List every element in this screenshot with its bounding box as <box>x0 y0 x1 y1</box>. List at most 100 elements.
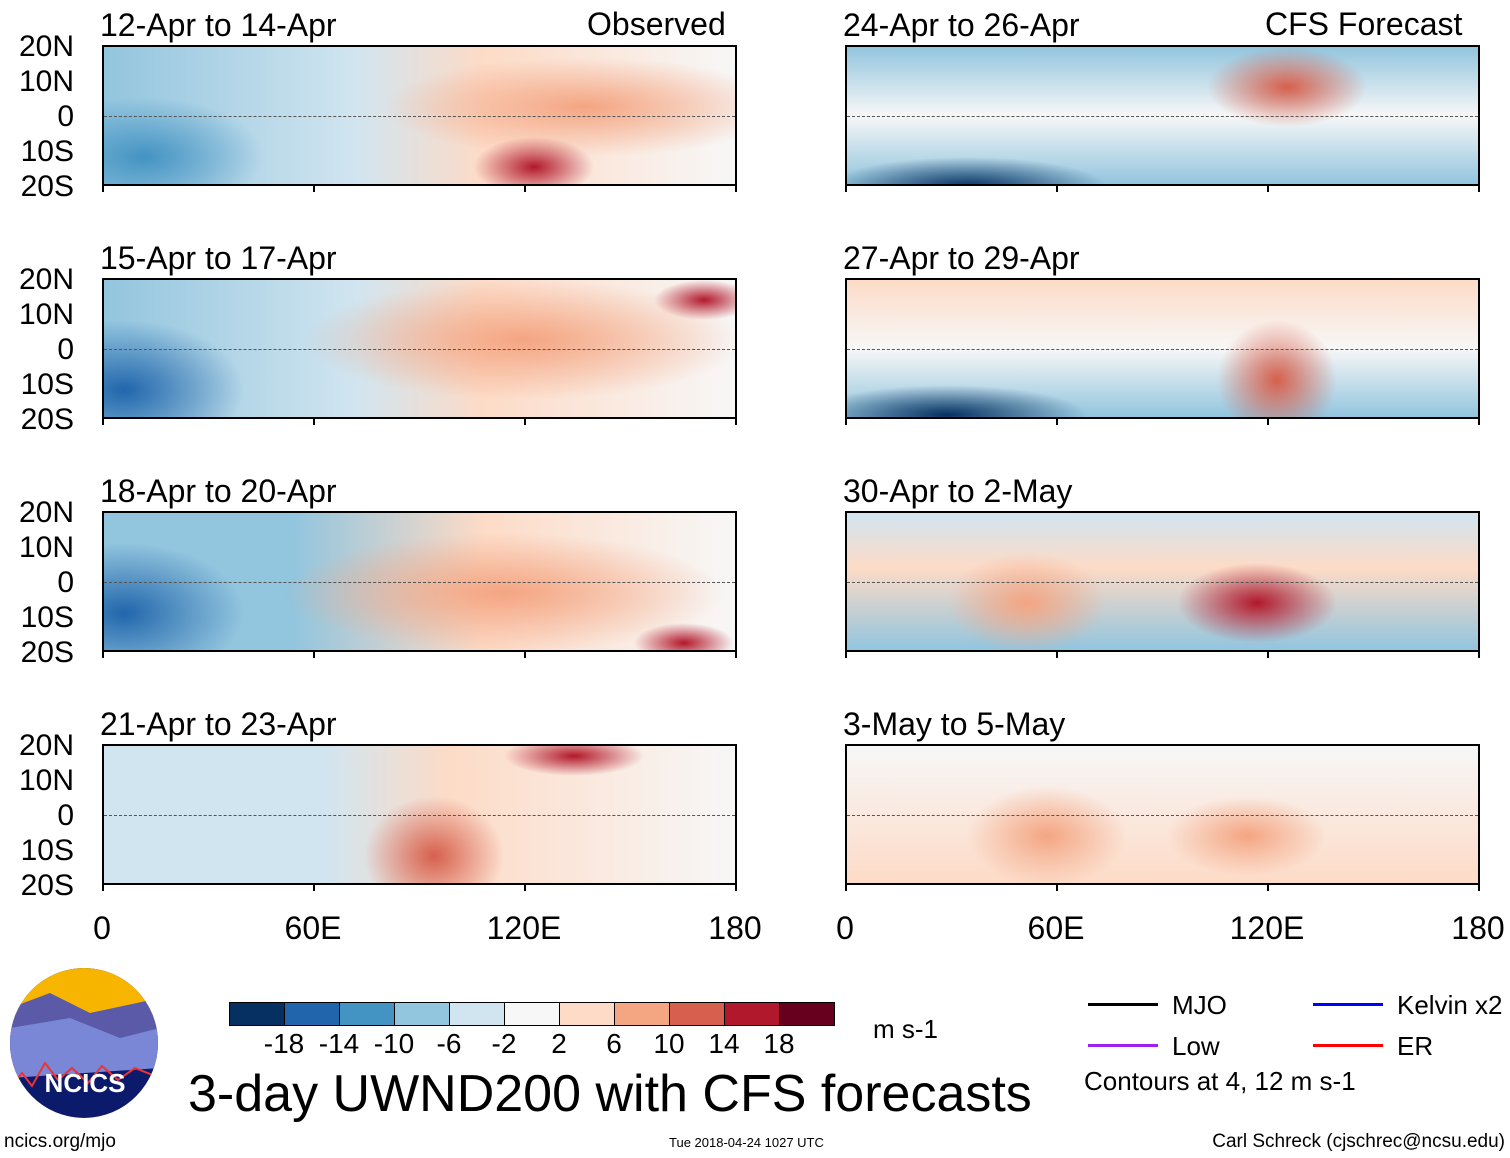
colorbar-label: 6 <box>606 1028 622 1059</box>
lat-label: 10N <box>18 531 74 564</box>
observed-label: Observed <box>587 6 726 42</box>
colorbar-label: -10 <box>373 1028 415 1059</box>
colorbar-label: -6 <box>436 1028 462 1059</box>
lat-label: 0 <box>57 566 74 599</box>
lon-label: 120E <box>1229 910 1305 946</box>
lon-tick <box>1267 186 1269 192</box>
lon-tick <box>1267 885 1269 891</box>
lon-tick <box>313 419 315 425</box>
lon-label: 0 <box>836 910 854 946</box>
lat-label: 10S <box>20 601 74 634</box>
colorbar-swatch <box>450 1003 505 1025</box>
lon-tick <box>1056 652 1058 658</box>
panel-title: 27-Apr to 29-Apr <box>843 240 1080 276</box>
legend-label: ER <box>1397 1031 1434 1061</box>
lon-tick <box>845 652 847 658</box>
logo-text: NCICS <box>45 1068 126 1098</box>
panel-title: 12-Apr to 14-Apr <box>100 7 337 43</box>
lat-label: 20S <box>20 636 74 669</box>
map-panel <box>102 45 737 186</box>
lon-label: 180 <box>708 910 762 946</box>
colorbar-label: -2 <box>491 1028 517 1059</box>
lat-label: 20N <box>18 729 74 762</box>
source-url[interactable]: ncics.org/mjo <box>4 1131 116 1152</box>
colorbar-swatch <box>670 1003 725 1025</box>
lon-tick <box>1478 419 1480 425</box>
lon-tick <box>1056 419 1058 425</box>
lon-tick <box>1478 885 1480 891</box>
lon-tick <box>1056 885 1058 891</box>
colorbar-swatch <box>285 1003 340 1025</box>
equator-line <box>104 582 735 583</box>
map-panel <box>102 511 737 652</box>
lon-tick <box>102 186 104 192</box>
lon-tick <box>845 419 847 425</box>
colorbar-swatch <box>780 1003 834 1025</box>
map-panel <box>102 744 737 885</box>
lon-tick <box>313 652 315 658</box>
panel-title: 3-May to 5-May <box>843 706 1066 742</box>
lon-tick <box>1267 652 1269 658</box>
lon-tick <box>845 186 847 192</box>
lon-tick <box>102 652 104 658</box>
lon-tick <box>524 186 526 192</box>
lon-tick <box>313 885 315 891</box>
lon-tick <box>102 885 104 891</box>
equator-line <box>104 116 735 117</box>
lon-tick <box>735 419 737 425</box>
lon-tick <box>524 652 526 658</box>
lon-tick <box>313 186 315 192</box>
colorbar-swatch <box>340 1003 395 1025</box>
colorbar-label: 18 <box>763 1028 795 1059</box>
lon-tick <box>1478 652 1480 658</box>
legend-label: Low <box>1172 1031 1220 1061</box>
colorbar-swatch <box>560 1003 615 1025</box>
lon-tick <box>735 885 737 891</box>
lat-label: 20S <box>20 869 74 902</box>
map-panel <box>845 45 1480 186</box>
lon-tick <box>1267 419 1269 425</box>
ncics-logo: NCICS <box>10 968 158 1118</box>
panel-title: 30-Apr to 2-May <box>843 473 1073 509</box>
legend-line-low <box>1088 1044 1158 1047</box>
colorbar-label: 2 <box>551 1028 567 1059</box>
lon-tick <box>524 885 526 891</box>
credit: Carl Schreck (cjschrec@ncsu.edu) <box>1212 1131 1505 1152</box>
colorbar-swatch <box>230 1003 285 1025</box>
colorbar-label: -14 <box>318 1028 360 1059</box>
map-panel <box>102 278 737 419</box>
equator-line <box>847 582 1478 583</box>
colorbar-swatch <box>725 1003 780 1025</box>
colorbar-label: -18 <box>263 1028 305 1059</box>
cfs-forecast-label: CFS Forecast <box>1265 6 1463 42</box>
lon-tick <box>102 419 104 425</box>
lon-tick <box>524 419 526 425</box>
lon-tick <box>845 885 847 891</box>
map-panel <box>845 511 1480 652</box>
lon-label: 180 <box>1451 910 1505 946</box>
colorbar-units: m s-1 <box>873 1014 938 1044</box>
lat-label: 10S <box>20 135 74 168</box>
lat-label: 20S <box>20 170 74 203</box>
lon-label: 120E <box>486 910 562 946</box>
colorbar-swatch <box>505 1003 560 1025</box>
lon-label: 0 <box>93 910 111 946</box>
panel-title: 21-Apr to 23-Apr <box>100 706 337 742</box>
lon-tick <box>735 652 737 658</box>
equator-line <box>104 815 735 816</box>
lon-tick <box>1478 186 1480 192</box>
figure-title: 3-day UWND200 with CFS forecasts <box>188 1065 1032 1123</box>
legend-label: MJO <box>1172 990 1227 1020</box>
contours-note: Contours at 4, 12 m s-1 <box>1084 1066 1356 1096</box>
legend-line-kelvin-x2 <box>1313 1003 1383 1006</box>
lat-label: 0 <box>57 799 74 832</box>
equator-line <box>847 815 1478 816</box>
legend-line-er <box>1313 1044 1383 1047</box>
map-panel <box>845 744 1480 885</box>
lat-label: 20N <box>18 30 74 63</box>
lon-label: 60E <box>1027 910 1085 946</box>
colorbar-label: 10 <box>653 1028 685 1059</box>
lat-label: 20N <box>18 263 74 296</box>
panel-title: 18-Apr to 20-Apr <box>100 473 337 509</box>
lat-label: 0 <box>57 333 74 366</box>
